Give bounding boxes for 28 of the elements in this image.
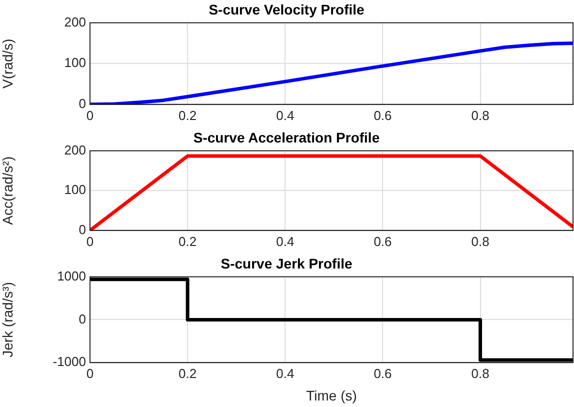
x-tick-label: 0.4: [276, 108, 294, 123]
x-tick-label: 0.2: [178, 366, 197, 381]
x-axis-title: Time (s): [306, 387, 357, 404]
chart-title: S-curve Jerk Profile: [220, 255, 352, 272]
y-axis-title: Jerk (rad/s³): [0, 282, 16, 358]
chart-title: S-curve Velocity Profile: [208, 1, 365, 18]
x-tick-label: 0.6: [374, 108, 392, 123]
x-tick-label: 0.2: [178, 108, 197, 123]
y-tick-label: 100: [64, 182, 86, 198]
x-tick-label: 0.8: [471, 366, 490, 381]
x-tick-label: 0.2: [178, 234, 197, 249]
y-axis-title: V(rad/s): [0, 38, 16, 88]
y-tick-label: 0: [78, 96, 86, 111]
x-tick-label: 0.8: [471, 234, 490, 249]
y-tick-label: 0: [78, 222, 86, 237]
y-tick-label: 0: [78, 311, 86, 326]
x-tick-label: 0.6: [374, 366, 392, 381]
x-tick-label: 0.4: [276, 366, 294, 381]
x-tick-label: 0.8: [471, 108, 490, 123]
y-tick-label: 200: [64, 142, 86, 158]
y-tick-label: -1000: [52, 354, 86, 370]
chart-title: S-curve Acceleration Profile: [193, 129, 380, 146]
y-tick-label: 100: [64, 55, 86, 70]
x-tick-label: 0.4: [276, 234, 294, 249]
y-axis-title: Acc(rad/s²): [0, 156, 16, 225]
y-tick-label: 200: [64, 14, 86, 30]
y-tick-label: 1000: [57, 268, 86, 284]
x-tick-label: 0.6: [374, 234, 392, 249]
